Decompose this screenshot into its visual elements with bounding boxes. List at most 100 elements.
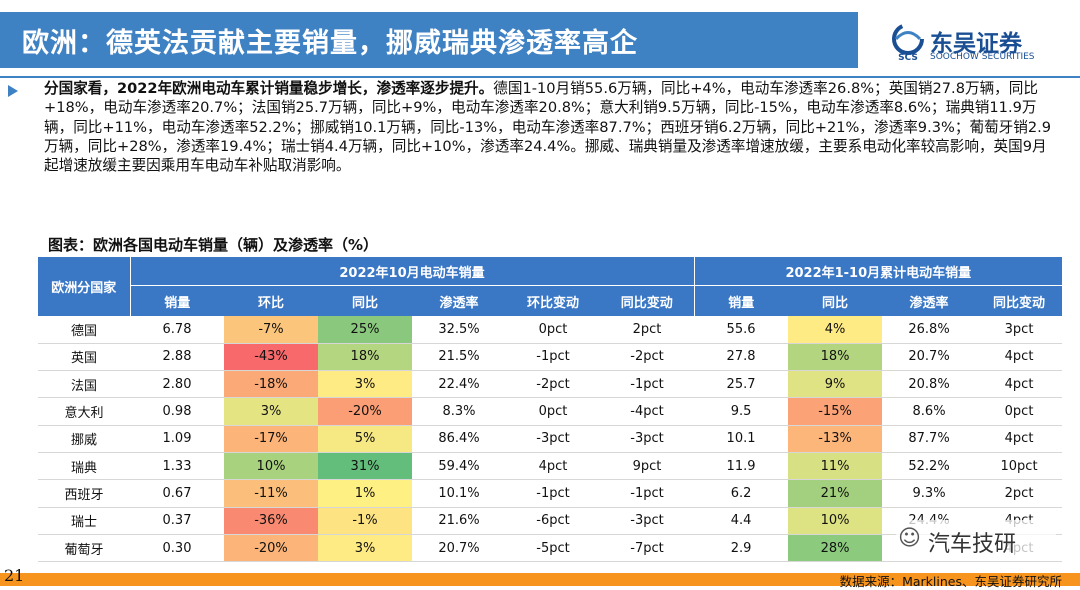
table-cell: 18% xyxy=(788,343,883,372)
soochow-logo-icon: SCS xyxy=(892,23,924,62)
table-cell: 8.6% xyxy=(882,397,977,426)
table-cell: 6.78 xyxy=(130,316,224,344)
table-cell: -1pct xyxy=(600,370,695,399)
table-cell: -3pct xyxy=(600,507,695,535)
table-cell: -13% xyxy=(788,425,883,453)
table-cell: -18% xyxy=(224,370,318,399)
table-cell: 11% xyxy=(788,452,883,481)
logo-cn-text: 东吴证券 xyxy=(930,31,1022,57)
table-cell: 20.8% xyxy=(882,370,977,399)
table-cell: 2.80 xyxy=(130,370,224,399)
table-cell: 4.4 xyxy=(694,507,789,535)
table-cell: -17% xyxy=(224,425,318,453)
table-cell: 2.88 xyxy=(130,343,224,372)
country-name: 挪威 xyxy=(38,425,130,453)
table-cell: -6pct xyxy=(506,507,600,535)
table-cell: 4pct xyxy=(506,452,600,481)
table-cell: 1.09 xyxy=(130,425,224,453)
table-cell: -1pct xyxy=(600,479,695,508)
footer-bar xyxy=(0,573,1080,586)
watermark: ☺ 汽车技研 xyxy=(896,520,1056,560)
table-cell: 2pct xyxy=(976,479,1063,508)
table-row: 英国 2.88 -43% 18% 21.5% -1pct -2pct 27.8 18% 20.7%… xyxy=(38,343,1063,372)
wechat-icon: ☺ xyxy=(898,526,921,551)
table-cell: 0pct xyxy=(976,397,1063,426)
table-cell: 0.67 xyxy=(130,479,224,508)
table-cell: 22.4% xyxy=(412,370,506,399)
table-row: 法国 2.80 -18% 3% 22.4% -2pct -1pct 25.7 9% 20.8% 4p… xyxy=(38,370,1063,399)
table-cell: -3pct xyxy=(506,425,600,453)
table-cell: -1pct xyxy=(506,479,600,508)
country-name: 德国 xyxy=(38,316,130,344)
table-cell: 9pct xyxy=(600,452,695,481)
table-cell: -4pct xyxy=(600,397,695,426)
table-row: 德国 6.78 -7% 25% 32.5% 0pct 2pct 55.6 4% 26.8% 3pct xyxy=(38,316,1063,344)
table-cell: 4pct xyxy=(976,425,1063,453)
table-cell: 0.37 xyxy=(130,507,224,535)
table-cell: 0.30 xyxy=(130,534,224,563)
page-number: 21 xyxy=(4,566,25,585)
column-header: 环比变动 xyxy=(506,285,600,316)
figure-title: 图表：欧洲各国电动车销量（辆）及渗透率（%） xyxy=(48,236,379,254)
table-cell: 10% xyxy=(224,452,318,481)
logo-mark-text: SCS xyxy=(898,53,918,62)
summary-paragraph: 分国家看，2022年欧洲电动车累计销量稳步增长，渗透率逐步提升。德国1-10月销… xyxy=(44,79,1054,175)
table-cell: 20.7% xyxy=(412,534,506,563)
column-header: 销量 xyxy=(693,285,789,316)
table-row: 瑞典 1.33 10% 31% 59.4% 4pct 9pct 11.9 11% 52.2% 10p… xyxy=(38,452,1063,481)
table-cell: 18% xyxy=(318,343,412,372)
table-cell: 9.5 xyxy=(694,397,789,426)
table-cell: -20% xyxy=(224,534,318,563)
column-header: 环比 xyxy=(224,285,318,316)
table-cell: 55.6 xyxy=(694,316,789,344)
watermark-text: 汽车技研 xyxy=(928,532,1017,557)
table-cell: 28% xyxy=(788,534,883,563)
column-header: 渗透率 xyxy=(412,285,506,316)
table-cell: 3% xyxy=(318,534,412,563)
country-name: 瑞士 xyxy=(38,507,130,535)
table-row: 西班牙 0.67 -11% 1% 10.1% -1pct -1pct 6.2 21% 9.3% 2p… xyxy=(38,479,1063,508)
table-cell: 2.9 xyxy=(694,534,789,563)
column-header: 同比变动 xyxy=(976,285,1063,316)
table-cell: -3pct xyxy=(600,425,695,453)
table-cell: -43% xyxy=(224,343,318,372)
country-name: 英国 xyxy=(38,343,130,372)
divider-line xyxy=(0,76,1080,78)
table-cell: 11.9 xyxy=(694,452,789,481)
table-cell: 1% xyxy=(318,479,412,508)
country-name: 法国 xyxy=(38,370,130,399)
table-cell: 31% xyxy=(318,452,412,481)
table-cell: 9.3% xyxy=(882,479,977,508)
table-cell: 21% xyxy=(788,479,883,508)
table-cell: 87.7% xyxy=(882,425,977,453)
table-cell: 3% xyxy=(318,370,412,399)
logo-en-text: SOOCHOW SECURITIES xyxy=(930,52,1035,62)
table-cell: 21.6% xyxy=(412,507,506,535)
table-cell: 4pct xyxy=(976,370,1063,399)
table-cell: -2pct xyxy=(600,343,695,372)
table-cell: 20.7% xyxy=(882,343,977,372)
country-name: 葡萄牙 xyxy=(38,534,130,563)
table-cell: 25% xyxy=(318,316,412,344)
table-cell: 3% xyxy=(224,397,318,426)
summary-lead: 分国家看，2022年欧洲电动车累计销量稳步增长，渗透率逐步提升。 xyxy=(44,80,494,97)
table-cell: -11% xyxy=(224,479,318,508)
table-cell: 0pct xyxy=(506,316,600,344)
group-header-ytd: 2022年1-10月累计电动车销量 xyxy=(693,257,1063,286)
column-header: 同比 xyxy=(788,285,883,316)
table-cell: -1pct xyxy=(506,343,600,372)
table-cell: 32.5% xyxy=(412,316,506,344)
column-header: 销量 xyxy=(130,285,224,316)
summary-body: 德国1-10月销55.6万辆，同比+4%，电动车渗透率26.8%；英国销27.8… xyxy=(44,80,1052,175)
column-header: 同比变动 xyxy=(600,285,695,316)
table-cell: 86.4% xyxy=(412,425,506,453)
row-header: 欧洲分国家 xyxy=(38,257,131,317)
table-cell: -2pct xyxy=(506,370,600,399)
table-cell: 10pct xyxy=(976,452,1063,481)
table-cell: 3pct xyxy=(976,316,1063,344)
page-title: 欧洲：德英法贡献主要销量，挪威瑞典渗透率高企 xyxy=(22,28,638,59)
table-cell: 4% xyxy=(788,316,883,344)
column-header: 渗透率 xyxy=(882,285,977,316)
source-note: 数据来源：Marklines、东吴证券研究所 xyxy=(839,574,1062,589)
table-cell: 1.33 xyxy=(130,452,224,481)
